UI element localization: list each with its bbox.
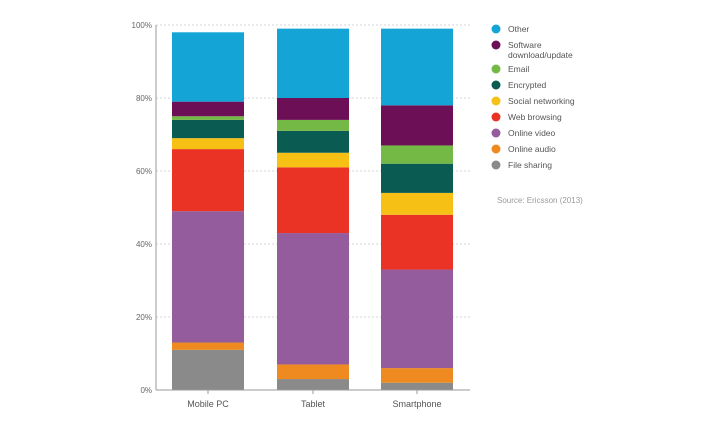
- bars: [172, 28, 453, 390]
- x-tick-label: Smartphone: [392, 399, 441, 409]
- legend-label: Encrypted: [508, 80, 547, 90]
- y-tick-label: 80%: [136, 94, 152, 103]
- legend-label: Online video: [508, 128, 556, 138]
- bar-segment-social-networking-tablet: [277, 152, 349, 168]
- bar-segment-other-smartphone: [381, 28, 453, 106]
- bar-segment-other-tablet: [277, 28, 349, 98]
- bar-segment-web-browsing-tablet: [277, 167, 349, 234]
- legend-swatch: [491, 80, 501, 90]
- legend-item-web-browsing: Web browsing: [491, 112, 562, 122]
- legend-item-file-sharing: File sharing: [491, 160, 552, 170]
- bar-segment-file-sharing-mobile-pc: [172, 349, 244, 390]
- legend-label: Other: [508, 24, 529, 34]
- y-tick-label: 60%: [136, 167, 152, 176]
- bar-segment-software-download-update-smartphone: [381, 105, 453, 146]
- bar-segment-social-networking-mobile-pc: [172, 138, 244, 150]
- legend-item-online-audio: Online audio: [491, 144, 556, 154]
- y-tick-label: 20%: [136, 313, 152, 322]
- bar-segment-web-browsing-mobile-pc: [172, 149, 244, 212]
- x-tick-label: Tablet: [301, 399, 326, 409]
- bar-segment-online-audio-smartphone: [381, 368, 453, 383]
- bar-segment-encrypted-mobile-pc: [172, 119, 244, 139]
- legend-label: Social networking: [508, 96, 575, 106]
- bar-segment-online-audio-tablet: [277, 364, 349, 380]
- bar-segment-online-video-smartphone: [381, 269, 453, 369]
- legend-item-software-download-update: Software download/update: [491, 40, 573, 60]
- legend-item-email: Email: [491, 64, 529, 74]
- legend: Other Software download/update Email Encrypt…: [491, 24, 575, 170]
- y-tick-label: 0%: [140, 386, 152, 395]
- legend-item-other: Other: [491, 24, 529, 34]
- source-note: Source: Ericsson (2013): [497, 196, 583, 205]
- bar-segment-file-sharing-tablet: [277, 379, 349, 390]
- x-tick-label: Mobile PC: [187, 399, 229, 409]
- legend-label: Software download/update: [508, 40, 573, 60]
- bar-segment-email-mobile-pc: [172, 116, 244, 120]
- bar-segment-social-networking-smartphone: [381, 192, 453, 215]
- y-tick-label: 40%: [136, 240, 152, 249]
- legend-swatch: [491, 144, 501, 154]
- bar-segment-email-smartphone: [381, 145, 453, 164]
- legend-label: Web browsing: [508, 112, 562, 122]
- legend-label: File sharing: [508, 160, 552, 170]
- legend-swatch: [491, 128, 501, 138]
- bar-segment-encrypted-tablet: [277, 130, 349, 153]
- bar-segment-online-audio-mobile-pc: [172, 342, 244, 350]
- legend-swatch: [491, 96, 501, 106]
- bar-segment-online-video-tablet: [277, 233, 349, 365]
- legend-item-online-video: Online video: [491, 128, 556, 138]
- bar-segment-other-mobile-pc: [172, 32, 244, 102]
- legend-label: Email: [508, 64, 529, 74]
- legend-swatch: [491, 112, 501, 122]
- legend-swatch: [491, 40, 501, 50]
- bar-segment-file-sharing-smartphone: [381, 382, 453, 390]
- legend-swatch: [491, 24, 501, 34]
- legend-swatch: [491, 64, 501, 74]
- bar-segment-encrypted-smartphone: [381, 163, 453, 193]
- legend-item-social-networking: Social networking: [491, 96, 575, 106]
- bar-segment-software-download-update-tablet: [277, 98, 349, 120]
- bar-segment-software-download-update-mobile-pc: [172, 101, 244, 117]
- bar-segment-online-video-mobile-pc: [172, 211, 244, 343]
- bar-segment-email-tablet: [277, 119, 349, 131]
- axes: 0% 20% 40% 60% 80% 100% Mobile PC Tablet Smartph…: [132, 21, 470, 409]
- y-tick-label: 100%: [132, 21, 152, 30]
- legend-item-encrypted: Encrypted: [491, 80, 547, 90]
- legend-swatch: [491, 160, 501, 170]
- bar-segment-web-browsing-smartphone: [381, 214, 453, 270]
- legend-label: Online audio: [508, 144, 556, 154]
